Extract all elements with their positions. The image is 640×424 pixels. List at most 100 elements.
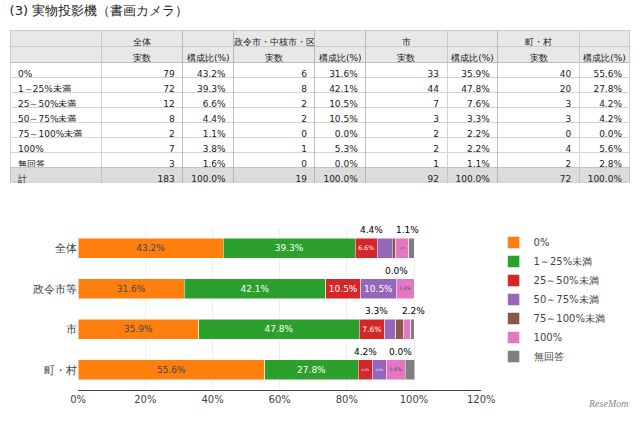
svg-text:31.6%: 31.6% (117, 284, 146, 294)
svg-text:80%: 80% (336, 394, 358, 405)
svg-text:39.3%: 39.3% (275, 243, 304, 253)
svg-text:市: 市 (402, 37, 411, 47)
svg-text:40: 40 (559, 68, 572, 79)
svg-text:100.0%: 100.0% (588, 174, 623, 184)
svg-text:183: 183 (158, 174, 175, 184)
svg-text:100.0%: 100.0% (191, 174, 226, 184)
svg-text:43.2%: 43.2% (136, 243, 165, 253)
svg-text:25～50%未満: 25～50%未満 (18, 98, 77, 109)
svg-text:0%: 0% (18, 68, 33, 79)
svg-text:3.3%: 3.3% (467, 113, 490, 124)
svg-text:19: 19 (295, 174, 307, 184)
svg-text:0.0%: 0.0% (334, 158, 358, 169)
svg-text:47.8%: 47.8% (461, 83, 490, 94)
svg-text:構成比(%): 構成比(%) (583, 53, 626, 63)
svg-text:4.4%: 4.4% (360, 225, 383, 235)
svg-text:実数: 実数 (265, 53, 283, 63)
svg-text:2.2%: 2.2% (402, 306, 425, 316)
svg-text:75～100%未満: 75～100%未満 (18, 128, 83, 139)
svg-text:6.6%: 6.6% (202, 98, 226, 109)
svg-text:3.3%: 3.3% (365, 306, 388, 316)
svg-text:1.1%: 1.1% (396, 225, 419, 235)
svg-text:0%: 0% (70, 394, 86, 405)
svg-text:1.1%: 1.1% (467, 158, 490, 169)
svg-text:4.2%: 4.2% (375, 368, 383, 372)
svg-text:100.0%: 100.0% (323, 174, 358, 184)
svg-text:3.8%: 3.8% (399, 247, 406, 250)
svg-text:72: 72 (560, 174, 571, 184)
svg-text:構成比(%): 構成比(%) (451, 53, 494, 63)
svg-text:全体: 全体 (55, 242, 77, 255)
svg-text:42.1%: 42.1% (329, 83, 358, 94)
svg-text:31.6%: 31.6% (329, 68, 358, 79)
svg-text:10.5%: 10.5% (329, 98, 358, 109)
svg-text:100%: 100% (400, 394, 429, 405)
svg-text:2.2%: 2.2% (467, 143, 490, 154)
svg-text:50～75%未満: 50～75%未満 (534, 294, 599, 305)
svg-text:100%: 100% (534, 332, 563, 343)
svg-text:33: 33 (427, 68, 439, 79)
svg-text:44: 44 (427, 83, 439, 94)
svg-text:0.0%: 0.0% (334, 128, 358, 139)
svg-text:35.9%: 35.9% (461, 68, 490, 79)
svg-text:35.9%: 35.9% (124, 324, 153, 334)
svg-text:27.8%: 27.8% (297, 365, 326, 375)
svg-text:構成比(%): 構成比(%) (319, 53, 362, 63)
svg-text:1～25%未満: 1～25%未満 (18, 83, 71, 94)
svg-text:6.6%: 6.6% (358, 244, 374, 251)
svg-text:75～100%未満: 75～100%未満 (534, 313, 605, 324)
svg-text:無回答: 無回答 (534, 351, 564, 362)
svg-text:実数: 実数 (397, 53, 415, 63)
svg-text:3.8%: 3.8% (202, 143, 226, 154)
svg-text:20: 20 (559, 83, 572, 94)
svg-text:72: 72 (163, 83, 175, 94)
svg-text:7.6%: 7.6% (362, 325, 381, 334)
svg-text:5.3%: 5.3% (399, 286, 411, 291)
svg-text:25～50%未満: 25～50%未満 (534, 275, 599, 286)
svg-text:0.0%: 0.0% (389, 347, 412, 357)
svg-text:47.8%: 47.8% (265, 324, 294, 334)
svg-text:市: 市 (66, 323, 77, 336)
svg-text:4.2%: 4.2% (361, 368, 369, 372)
svg-text:60%: 60% (269, 394, 291, 405)
svg-text:100%: 100% (18, 143, 44, 154)
svg-text:2.2%: 2.2% (467, 128, 490, 139)
svg-text:政令市・中核市・区: 政令市・中核市・区 (234, 37, 315, 47)
svg-text:10.5%: 10.5% (329, 284, 358, 294)
svg-text:0.0%: 0.0% (385, 266, 408, 276)
svg-text:12: 12 (163, 98, 175, 109)
svg-text:0%: 0% (534, 237, 550, 248)
svg-text:1～25%未満: 1～25%未満 (534, 256, 593, 267)
svg-text:10.5%: 10.5% (329, 113, 358, 124)
svg-text:4.2%: 4.2% (354, 347, 377, 357)
svg-text:町・村: 町・村 (525, 37, 552, 47)
svg-text:5.3%: 5.3% (334, 143, 358, 154)
svg-text:4.4%: 4.4% (202, 113, 226, 124)
svg-text:100.0%: 100.0% (456, 174, 491, 184)
svg-text:構成比(%): 構成比(%) (187, 53, 230, 63)
svg-text:無回答: 無回答 (18, 158, 45, 169)
svg-text:1.1%: 1.1% (202, 128, 226, 139)
svg-text:120%: 120% (467, 394, 496, 405)
svg-text:10.5%: 10.5% (364, 284, 393, 294)
svg-text:20%: 20% (134, 394, 156, 405)
svg-text:43.2%: 43.2% (197, 68, 226, 79)
svg-text:50～75%未満: 50～75%未満 (18, 113, 77, 124)
svg-text:ReseMom: ReseMom (588, 398, 628, 409)
svg-text:5.6%: 5.6% (390, 366, 403, 372)
svg-text:1.6%: 1.6% (202, 158, 226, 169)
svg-text:42.1%: 42.1% (240, 284, 269, 294)
svg-text:実数: 実数 (133, 53, 151, 63)
svg-text:政令市等: 政令市等 (33, 283, 77, 296)
svg-text:7.6%: 7.6% (467, 98, 490, 109)
svg-text:39.3%: 39.3% (197, 83, 226, 94)
svg-text:全体: 全体 (133, 37, 151, 47)
svg-text:55.6%: 55.6% (157, 365, 186, 375)
svg-text:92: 92 (428, 174, 439, 184)
svg-text:実数: 実数 (530, 53, 548, 63)
svg-text:40%: 40% (201, 394, 223, 405)
svg-text:79: 79 (163, 68, 175, 79)
svg-text:町・村: 町・村 (44, 364, 77, 377)
svg-text:計: 計 (18, 174, 27, 184)
svg-text:(3) 実物投影機（書画カメラ）: (3) 実物投影機（書画カメラ） (10, 3, 189, 18)
